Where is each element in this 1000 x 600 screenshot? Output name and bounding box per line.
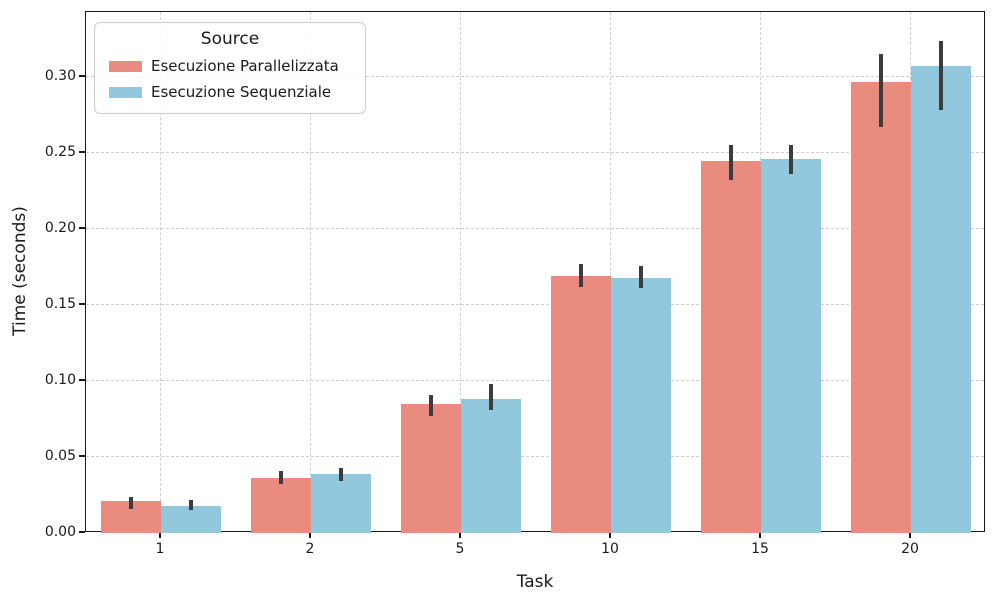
y-tick-label: 0.30 (44, 68, 76, 85)
y-tick-mark (79, 455, 85, 457)
error-bar (129, 496, 133, 509)
x-tick-mark (909, 532, 911, 538)
bar (851, 81, 911, 533)
y-tick-label: 0.05 (44, 448, 76, 464)
x-gridline (160, 12, 161, 531)
bar (161, 505, 221, 533)
y-gridline (86, 380, 984, 382)
bar (911, 66, 971, 533)
error-bar (879, 54, 883, 128)
x-gridline (610, 12, 611, 531)
y-tick-mark (79, 303, 85, 305)
y-tick-label: 0.20 (44, 220, 76, 237)
legend: Source Esecuzione Parallelizzata Esecuzio… (94, 22, 366, 114)
y-gridline (86, 152, 984, 154)
y-tick-label: 0.15 (44, 296, 76, 313)
bar (761, 159, 821, 533)
bar (551, 276, 611, 533)
legend-item-label: Esecuzione Parallelizzata (151, 57, 339, 75)
x-tick-mark (759, 532, 761, 538)
y-tick-mark (79, 151, 85, 153)
x-gridline (310, 12, 311, 531)
y-tick-mark (79, 227, 85, 229)
x-tick-label: 20 (901, 541, 919, 557)
error-bar (429, 394, 433, 416)
x-tick-mark (609, 532, 611, 538)
y-tick-label: 0.00 (44, 524, 76, 540)
bar (461, 399, 521, 533)
bar (251, 478, 311, 533)
legend-items: Esecuzione Parallelizzata Esecuzione Sequ… (105, 53, 355, 105)
legend-item: Esecuzione Parallelizzata (105, 53, 355, 79)
x-tick-label: 15 (751, 541, 769, 557)
error-bar (939, 40, 943, 111)
y-gridline (86, 456, 984, 457)
plot-area: Source Esecuzione Parallelizzata Esecuzio… (85, 11, 985, 533)
legend-swatch (109, 86, 142, 98)
y-gridline (86, 228, 984, 230)
error-bar (639, 265, 643, 289)
x-tick-mark (159, 532, 161, 538)
legend-title: Source (200, 29, 260, 49)
legend-item: Esecuzione Sequenziale (105, 79, 355, 105)
x-tick-label: 5 (455, 541, 465, 557)
error-bar (489, 384, 493, 410)
x-tick-mark (459, 532, 461, 538)
x-tick-mark (309, 532, 311, 538)
bar (701, 160, 761, 533)
bar (311, 473, 371, 533)
legend-item-label: Esecuzione Sequenziale (151, 83, 332, 101)
y-tick-mark (79, 75, 85, 77)
y-tick-label: 0.25 (44, 144, 76, 161)
error-bar (189, 499, 193, 511)
bar (401, 403, 461, 533)
x-tick-label: 10 (601, 541, 619, 557)
y-gridline (86, 304, 984, 306)
bar (611, 277, 671, 533)
x-gridline (460, 12, 461, 531)
error-bar (579, 263, 583, 287)
y-tick-label: 0.10 (44, 372, 76, 389)
error-bar (339, 467, 343, 482)
x-tick-label: 1 (155, 541, 165, 557)
y-gridline (86, 76, 984, 78)
error-bar (279, 470, 283, 485)
error-bar (789, 145, 793, 175)
legend-swatch (109, 60, 142, 72)
x-axis-label: Task (516, 572, 554, 592)
y-tick-mark (79, 379, 85, 381)
error-bar (729, 145, 733, 181)
y-tick-mark (79, 531, 85, 533)
x-tick-label: 2 (305, 541, 315, 557)
